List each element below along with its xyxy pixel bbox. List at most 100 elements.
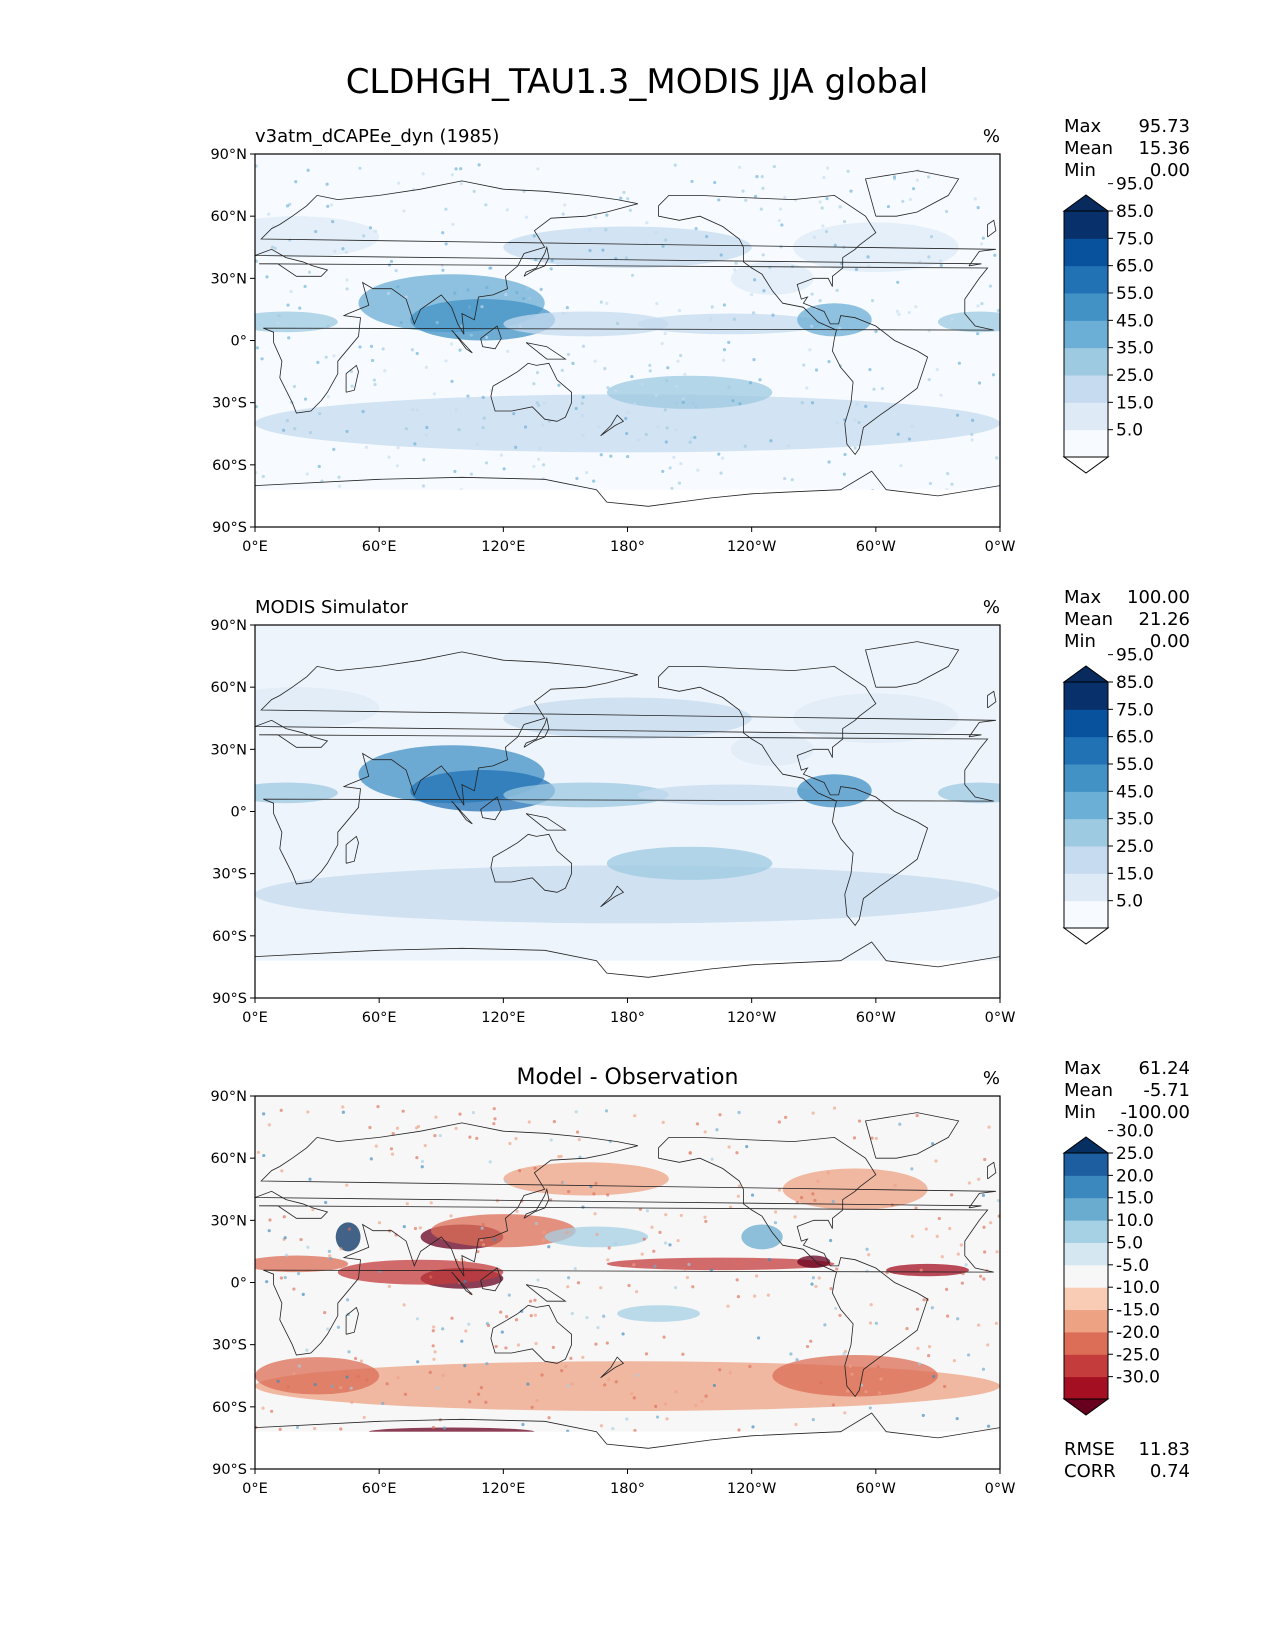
field-dot: [650, 1225, 654, 1229]
field-dot: [566, 352, 571, 357]
colorbar-frame: [1063, 210, 1109, 458]
field-dot: [267, 1229, 271, 1233]
field-dot: [630, 374, 634, 379]
field-dot: [596, 1326, 600, 1330]
colorbar-tick-label: 45.0: [1116, 782, 1154, 802]
field-dot: [756, 1336, 761, 1340]
colorbar-tick-label: 25.0: [1116, 1144, 1154, 1164]
field-dot: [541, 1238, 545, 1242]
field-dot: [838, 205, 842, 209]
coastline: [255, 470, 1000, 527]
coastline: [345, 835, 359, 864]
field-dot: [441, 268, 445, 272]
field-dot: [451, 222, 455, 226]
field-dot: [728, 1371, 732, 1375]
y-tick-label: 60°N: [210, 1151, 247, 1167]
field-dot: [383, 369, 387, 373]
field-dot: [541, 477, 545, 481]
field-dot: [475, 442, 479, 446]
y-tick-label: 60°S: [212, 458, 247, 474]
colorbar-segment: [1064, 791, 1108, 820]
field-dot: [332, 354, 336, 358]
field-dot: [867, 1253, 871, 1257]
field-dot: [505, 208, 509, 212]
field-dot: [551, 1345, 555, 1350]
field-dot: [453, 291, 457, 295]
field-dot: [428, 1370, 432, 1374]
field-dot: [848, 1364, 852, 1368]
field-dot: [821, 224, 825, 228]
field-patch: [503, 782, 669, 808]
x-tick-label: 60°W: [856, 539, 896, 555]
field-dot: [783, 195, 787, 200]
field-dot: [634, 1290, 639, 1294]
x-tick-label: 120°W: [727, 539, 776, 555]
field-dot: [560, 368, 564, 372]
field-patch: [797, 303, 872, 337]
field-dot: [530, 1405, 534, 1409]
field-dot: [907, 310, 911, 315]
field-dot: [961, 1272, 965, 1276]
field-dot: [880, 386, 884, 391]
field-dot: [688, 440, 692, 444]
field-dot: [539, 287, 543, 291]
field-dot: [534, 1221, 538, 1226]
field-dot: [918, 260, 922, 264]
y-tick-label: 90°N: [210, 618, 247, 634]
field-dot: [350, 384, 354, 388]
colorbar-tick-label: -10.0: [1116, 1278, 1160, 1298]
field-dot: [533, 1166, 537, 1170]
field-dot: [306, 1110, 310, 1114]
field-dot: [432, 1357, 436, 1361]
field-dot: [727, 1145, 731, 1149]
field-dot: [674, 1390, 678, 1394]
field-dot: [512, 412, 516, 416]
field-dot: [288, 238, 292, 242]
field-dot: [729, 1205, 733, 1209]
field-dot: [663, 1241, 668, 1245]
field-dot: [326, 324, 330, 328]
field-dot: [585, 1315, 589, 1320]
field-dot: [784, 1115, 788, 1119]
x-tick-label: 120°E: [481, 1481, 525, 1497]
y-tick-label: 30°N: [210, 271, 247, 287]
field-dot: [761, 253, 765, 257]
field-dot: [523, 425, 528, 429]
field-dot: [542, 1230, 546, 1234]
colorbar-segment: [1064, 402, 1108, 431]
field-dot: [625, 1417, 629, 1421]
field-dot: [466, 396, 470, 400]
field-dot: [526, 1382, 530, 1386]
field-dot: [820, 206, 824, 210]
field-dot: [328, 1254, 332, 1258]
field-dot: [515, 1209, 519, 1213]
field-dot: [370, 358, 375, 363]
field-patch: [797, 1255, 831, 1268]
field-dot: [696, 468, 700, 472]
field-dot: [525, 286, 530, 290]
y-tick-label: 60°N: [210, 209, 247, 225]
field-dot: [857, 420, 861, 425]
coastline: [255, 941, 1000, 998]
field-dot: [337, 484, 342, 488]
colorbar-tick-label: 5.0: [1116, 1233, 1143, 1253]
field-dot: [449, 342, 454, 346]
field-dot: [854, 267, 859, 272]
field-dot: [814, 368, 819, 372]
field-dot: [868, 1321, 873, 1325]
colorbar-segment: [1064, 347, 1108, 376]
field-dot: [738, 402, 742, 406]
field-dot: [424, 433, 429, 437]
field-dot: [842, 472, 846, 476]
field-dot: [326, 204, 330, 208]
field-dot: [514, 1136, 518, 1141]
field-dot: [261, 474, 265, 479]
field-dot: [973, 197, 977, 201]
field-dot: [910, 1234, 915, 1238]
field-dot: [793, 1215, 797, 1219]
field-dot: [299, 1237, 303, 1242]
coastline: [255, 651, 996, 885]
field-dot: [594, 1342, 598, 1346]
field-dot: [751, 1257, 756, 1261]
coastline: [987, 1161, 997, 1180]
